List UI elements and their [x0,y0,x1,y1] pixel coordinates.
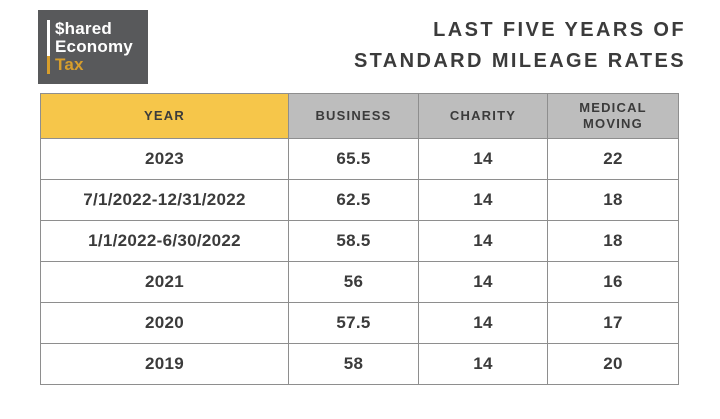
cell-business: 58.5 [288,220,419,262]
cell-charity: 14 [418,220,548,262]
col-header-business: BUSINESS [288,93,419,139]
shared-economy-tax-logo: $hared Economy Tax [38,10,148,84]
table-row: 2023 65.5 14 22 [40,138,679,180]
cell-business: 56 [288,261,419,303]
cell-charity: 14 [418,261,548,303]
cell-charity: 14 [418,343,548,385]
table-row: 2019 58 14 20 [40,343,679,385]
cell-business: 58 [288,343,419,385]
cell-year: 1/1/2022-6/30/2022 [40,220,289,262]
col-header-year: YEAR [40,93,289,139]
logo-text-block: $hared Economy Tax [47,18,133,75]
page-title-line1: LAST FIVE YEARS OF [433,19,686,41]
logo-line-shared: $hared [55,18,112,38]
cell-business: 62.5 [288,179,419,221]
cell-business: 65.5 [288,138,419,180]
cell-business: 57.5 [288,302,419,344]
logo-wordmark-top: $hared Economy [47,18,133,56]
header-row: YEAR BUSINESS CHARITY MEDICAL MOVING [40,93,679,139]
cell-medical-moving: 17 [547,302,679,344]
cell-charity: 14 [418,302,548,344]
logo-line-economy: Economy [55,36,133,56]
cell-charity: 14 [418,138,548,180]
cell-medical-moving: 16 [547,261,679,303]
cell-charity: 14 [418,179,548,221]
cell-medical-moving: 18 [547,179,679,221]
cell-year: 2023 [40,138,289,180]
page-title-line2: STANDARD MILEAGE RATES [353,50,686,72]
page-title: LAST FIVE YEARS OF STANDARD MILEAGE RATE… [354,15,686,77]
col-header-medical-moving: MEDICAL MOVING [547,93,679,139]
cell-year: 7/1/2022-12/31/2022 [40,179,289,221]
table-row: 1/1/2022-6/30/2022 58.5 14 18 [40,220,679,262]
table-row: 2020 57.5 14 17 [40,302,679,344]
cell-year: 2021 [40,261,289,303]
col-header-charity: CHARITY [418,93,548,139]
cell-year: 2020 [40,302,289,344]
cell-medical-moving: 22 [547,138,679,180]
cell-year: 2019 [40,343,289,385]
table-row: 2021 56 14 16 [40,261,679,303]
cell-medical-moving: 18 [547,220,679,262]
cell-medical-moving: 20 [547,343,679,385]
table-row: 7/1/2022-12/31/2022 62.5 14 18 [40,179,679,221]
mileage-rates-table: YEAR BUSINESS CHARITY MEDICAL MOVING 202… [40,93,679,385]
logo-line-tax: Tax [47,55,133,75]
